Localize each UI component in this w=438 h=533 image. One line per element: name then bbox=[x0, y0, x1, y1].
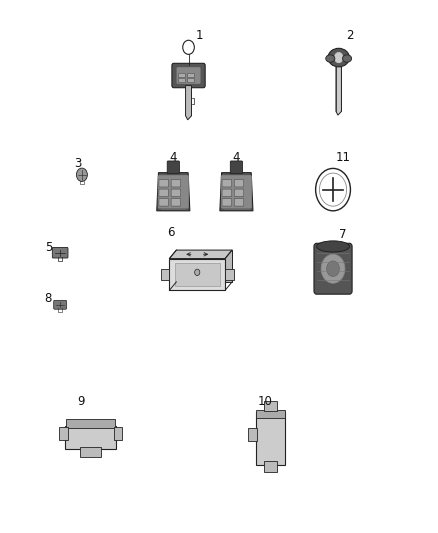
FancyBboxPatch shape bbox=[187, 74, 194, 78]
FancyBboxPatch shape bbox=[255, 412, 285, 465]
Text: 10: 10 bbox=[257, 395, 272, 408]
FancyBboxPatch shape bbox=[314, 243, 352, 294]
FancyBboxPatch shape bbox=[52, 247, 68, 258]
Text: 6: 6 bbox=[167, 225, 175, 239]
Text: 2: 2 bbox=[346, 29, 353, 42]
FancyBboxPatch shape bbox=[222, 180, 232, 187]
FancyBboxPatch shape bbox=[222, 199, 232, 206]
FancyBboxPatch shape bbox=[177, 67, 200, 84]
Circle shape bbox=[327, 261, 339, 277]
FancyBboxPatch shape bbox=[170, 259, 225, 290]
FancyBboxPatch shape bbox=[179, 78, 185, 83]
Circle shape bbox=[335, 52, 343, 63]
Polygon shape bbox=[157, 173, 190, 211]
Text: 3: 3 bbox=[74, 157, 81, 169]
FancyBboxPatch shape bbox=[175, 263, 220, 286]
FancyBboxPatch shape bbox=[179, 74, 185, 78]
Ellipse shape bbox=[328, 49, 350, 67]
Polygon shape bbox=[186, 86, 191, 120]
Text: 5: 5 bbox=[46, 241, 53, 254]
Polygon shape bbox=[336, 67, 342, 115]
FancyBboxPatch shape bbox=[65, 426, 116, 449]
Text: 9: 9 bbox=[77, 395, 85, 408]
FancyBboxPatch shape bbox=[80, 447, 102, 457]
FancyBboxPatch shape bbox=[114, 426, 122, 440]
FancyBboxPatch shape bbox=[161, 269, 170, 280]
Circle shape bbox=[194, 269, 200, 276]
FancyBboxPatch shape bbox=[264, 461, 277, 472]
FancyBboxPatch shape bbox=[177, 250, 232, 282]
Circle shape bbox=[316, 168, 350, 211]
Polygon shape bbox=[170, 250, 232, 259]
FancyBboxPatch shape bbox=[171, 189, 181, 197]
FancyBboxPatch shape bbox=[222, 189, 232, 197]
Text: 8: 8 bbox=[45, 292, 52, 305]
FancyBboxPatch shape bbox=[159, 199, 169, 206]
Circle shape bbox=[319, 173, 346, 206]
FancyBboxPatch shape bbox=[172, 63, 205, 88]
Text: 4: 4 bbox=[170, 151, 177, 164]
FancyBboxPatch shape bbox=[225, 269, 234, 280]
FancyBboxPatch shape bbox=[234, 180, 244, 187]
FancyBboxPatch shape bbox=[234, 189, 244, 197]
Ellipse shape bbox=[343, 55, 352, 62]
Ellipse shape bbox=[317, 241, 350, 252]
FancyBboxPatch shape bbox=[158, 175, 188, 208]
Text: 1: 1 bbox=[196, 29, 203, 42]
FancyBboxPatch shape bbox=[159, 189, 169, 197]
FancyBboxPatch shape bbox=[256, 410, 285, 418]
FancyBboxPatch shape bbox=[234, 199, 244, 206]
Ellipse shape bbox=[326, 55, 335, 62]
FancyBboxPatch shape bbox=[66, 419, 116, 427]
FancyBboxPatch shape bbox=[248, 428, 258, 441]
FancyBboxPatch shape bbox=[171, 199, 181, 206]
Text: 7: 7 bbox=[339, 228, 347, 241]
FancyBboxPatch shape bbox=[159, 180, 169, 187]
FancyBboxPatch shape bbox=[230, 161, 243, 174]
FancyBboxPatch shape bbox=[167, 161, 180, 174]
Polygon shape bbox=[220, 173, 253, 211]
FancyBboxPatch shape bbox=[264, 401, 277, 411]
Text: 11: 11 bbox=[336, 151, 350, 164]
FancyBboxPatch shape bbox=[221, 175, 252, 208]
FancyBboxPatch shape bbox=[187, 78, 194, 83]
Circle shape bbox=[76, 168, 88, 181]
Circle shape bbox=[321, 254, 345, 283]
Text: 4: 4 bbox=[233, 151, 240, 164]
FancyBboxPatch shape bbox=[171, 180, 181, 187]
FancyBboxPatch shape bbox=[54, 300, 67, 309]
FancyBboxPatch shape bbox=[59, 426, 67, 440]
